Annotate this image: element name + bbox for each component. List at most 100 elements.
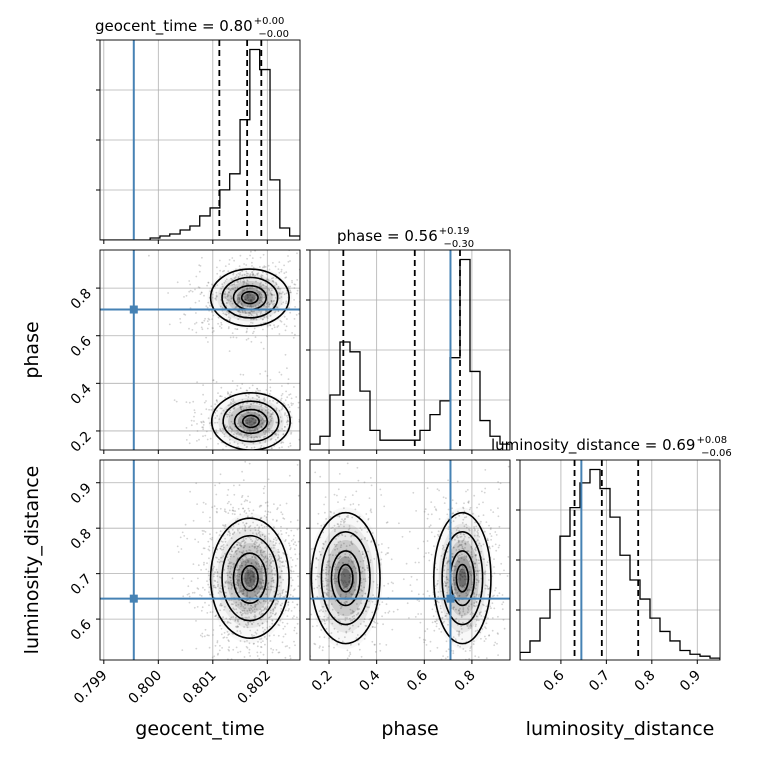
sample-point	[193, 409, 196, 411]
sample-point	[289, 444, 292, 447]
sample-point	[254, 541, 256, 544]
sample-point	[296, 519, 299, 522]
sample-point	[246, 594, 248, 597]
sample-point	[266, 411, 269, 414]
sample-point	[213, 565, 216, 568]
sample-point	[219, 590, 221, 593]
sample-point	[343, 586, 346, 589]
sample-point	[330, 595, 333, 598]
sample-point	[241, 551, 244, 554]
sample-point	[256, 551, 258, 554]
sample-point	[496, 642, 498, 645]
sample-point	[283, 323, 286, 326]
sample-point	[262, 284, 265, 286]
sample-point	[465, 592, 468, 594]
sample-point	[462, 533, 465, 536]
sample-point	[257, 602, 259, 605]
sample-point	[388, 610, 391, 613]
sample-point	[266, 557, 269, 560]
sample-point	[458, 630, 460, 633]
sample-point	[222, 293, 225, 296]
sample-point	[245, 331, 248, 334]
sample-point	[353, 589, 356, 591]
sample-point	[270, 560, 272, 563]
sample-point	[236, 544, 238, 546]
sample-point	[208, 634, 210, 637]
sample-point	[236, 310, 239, 312]
sample-point	[228, 528, 230, 531]
sample-point	[362, 559, 365, 562]
sample-point	[327, 616, 330, 619]
sample-point	[173, 399, 176, 401]
sample-point	[343, 580, 346, 582]
sample-point	[244, 623, 247, 626]
sample-point	[280, 608, 283, 610]
contour-line	[232, 552, 268, 604]
sample-point	[484, 573, 486, 575]
sample-point	[286, 420, 289, 423]
sample-point	[258, 414, 260, 416]
sample-point	[232, 273, 235, 276]
sample-point	[282, 627, 285, 630]
sample-point	[470, 547, 473, 550]
sample-point	[232, 398, 235, 400]
sample-point	[180, 548, 183, 550]
sample-point	[189, 490, 192, 493]
sample-point	[256, 402, 258, 405]
sample-point	[282, 517, 285, 519]
sample-point	[245, 512, 248, 514]
sample-point	[254, 556, 257, 559]
sample-point	[230, 277, 233, 280]
sample-point	[497, 546, 500, 549]
sample-point	[242, 295, 245, 298]
sample-point	[278, 576, 281, 578]
sample-point	[268, 431, 271, 434]
sample-point	[228, 599, 231, 602]
sample-point	[247, 621, 249, 624]
sample-point	[230, 599, 233, 602]
sample-point	[260, 565, 263, 567]
sample-point	[237, 302, 240, 305]
sample-point	[405, 562, 408, 565]
sample-point	[272, 612, 274, 615]
sample-point	[454, 565, 457, 568]
sample-point	[379, 488, 382, 491]
sample-point	[253, 572, 256, 574]
sample-point	[243, 607, 246, 610]
sample-point	[239, 425, 242, 428]
sample-point	[475, 615, 478, 618]
sample-point	[249, 600, 251, 602]
sample-point	[262, 253, 265, 256]
sample-point	[457, 555, 459, 557]
sample-point	[296, 622, 299, 625]
sample-point	[273, 294, 275, 296]
sample-point	[255, 280, 257, 283]
sample-point	[458, 620, 460, 622]
sample-point	[249, 292, 252, 294]
sample-point	[237, 582, 240, 585]
sample-point	[254, 526, 256, 529]
sample-point	[249, 529, 252, 532]
sample-point	[363, 557, 366, 559]
sample-point	[374, 651, 377, 653]
sample-point	[287, 378, 290, 380]
sample-point	[267, 408, 270, 411]
sample-point	[278, 271, 281, 274]
sample-point	[466, 550, 469, 553]
sample-point	[348, 544, 351, 547]
sample-point	[216, 575, 219, 578]
sample-point	[245, 270, 248, 273]
sample-point	[463, 538, 465, 540]
sample-point	[256, 436, 259, 439]
sample-point	[272, 649, 275, 651]
sample-point	[242, 589, 245, 591]
sample-point	[279, 319, 282, 322]
sample-point	[488, 587, 490, 590]
sample-point	[247, 572, 249, 575]
sample-point	[249, 655, 252, 657]
sample-point	[184, 523, 187, 526]
sample-point	[278, 566, 281, 568]
sample-point	[331, 608, 334, 611]
sample-point	[484, 584, 487, 587]
sample-point	[461, 632, 463, 634]
